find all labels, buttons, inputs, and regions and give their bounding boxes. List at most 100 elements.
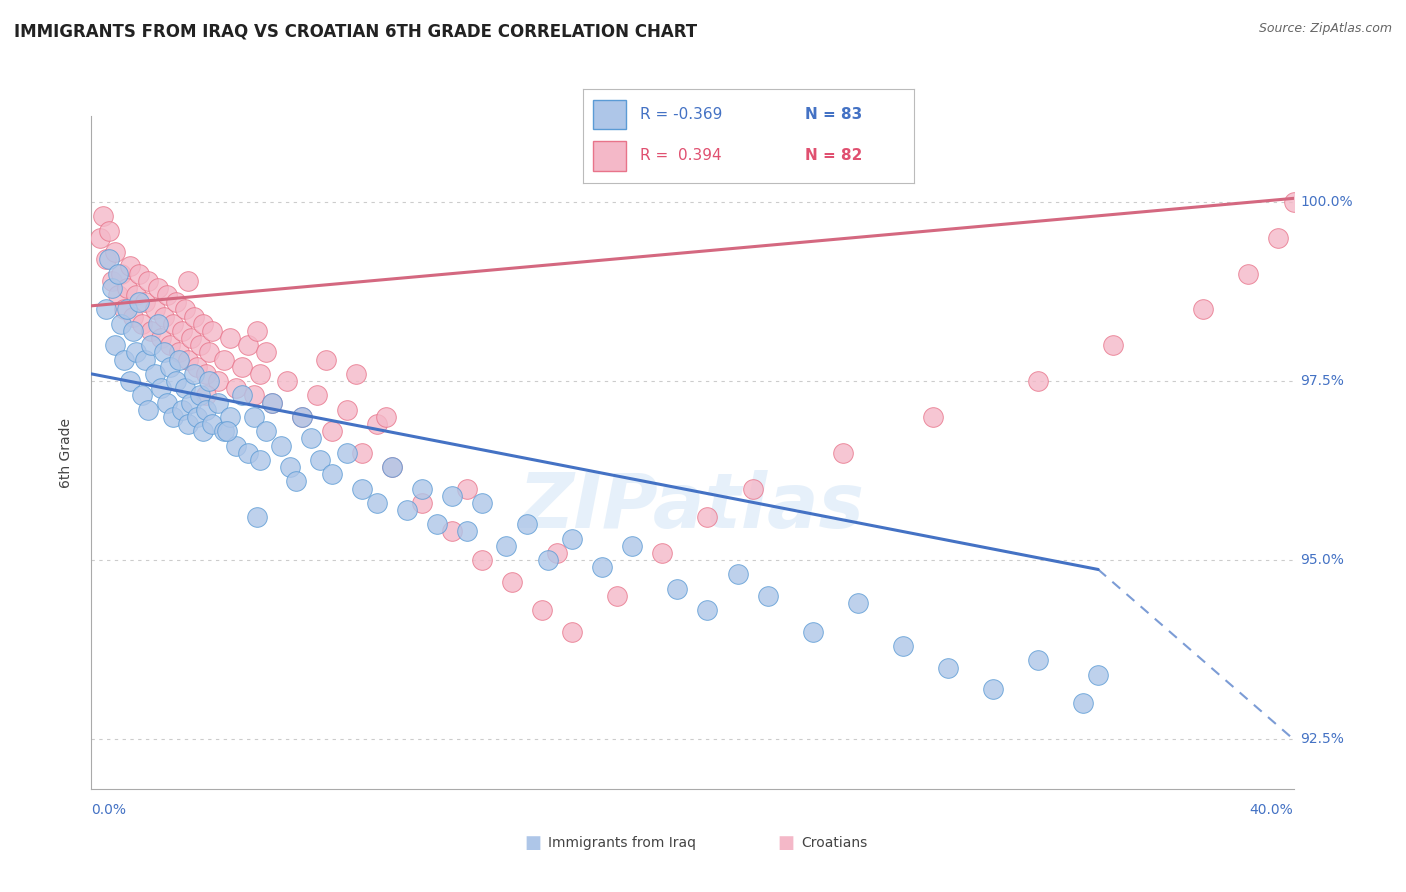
Point — [381, 460, 404, 475]
Point — [1026, 374, 1049, 388]
Point — [591, 560, 613, 574]
Text: Source: ZipAtlas.com: Source: ZipAtlas.com — [1258, 22, 1392, 36]
Point — [131, 388, 153, 402]
Point — [344, 367, 367, 381]
Point — [321, 424, 343, 438]
Point — [201, 417, 224, 431]
Text: 40.0%: 40.0% — [1250, 803, 1294, 817]
Point — [125, 288, 148, 302]
Point — [284, 475, 307, 489]
Point — [104, 245, 127, 260]
Point — [1071, 697, 1094, 711]
Point — [96, 302, 118, 317]
Point — [176, 352, 198, 367]
Point — [426, 517, 449, 532]
Point — [411, 496, 433, 510]
Point — [516, 517, 538, 532]
Point — [176, 417, 198, 431]
Point — [215, 424, 238, 438]
Point — [696, 510, 718, 524]
Point — [305, 388, 328, 402]
Point — [225, 438, 247, 452]
Point — [152, 310, 174, 324]
Point — [336, 402, 359, 417]
Point — [159, 338, 181, 352]
Point — [561, 532, 583, 546]
Point — [188, 388, 211, 402]
Point — [666, 582, 689, 596]
Point — [254, 345, 277, 359]
Text: ■: ■ — [778, 834, 794, 852]
Text: N = 83: N = 83 — [804, 107, 862, 122]
Point — [98, 252, 121, 267]
Point — [143, 367, 166, 381]
Point — [131, 317, 153, 331]
Point — [191, 424, 214, 438]
Text: ZIPatlas: ZIPatlas — [519, 469, 866, 543]
Point — [621, 539, 644, 553]
Point — [495, 539, 517, 553]
Point — [159, 359, 181, 374]
Point — [167, 345, 190, 359]
Point — [831, 445, 853, 459]
Point — [546, 546, 568, 560]
Point — [561, 624, 583, 639]
Point — [246, 510, 269, 524]
Point — [212, 352, 235, 367]
Point — [114, 352, 136, 367]
Point — [180, 331, 202, 345]
Point — [141, 338, 163, 352]
Point — [207, 374, 229, 388]
Point — [191, 317, 214, 331]
Point — [260, 395, 283, 409]
Point — [138, 402, 160, 417]
Text: N = 82: N = 82 — [804, 148, 862, 163]
Point — [651, 546, 673, 560]
Point — [350, 445, 373, 459]
Point — [167, 352, 190, 367]
Point — [183, 367, 205, 381]
Point — [276, 374, 298, 388]
Point — [299, 431, 322, 445]
Text: 100.0%: 100.0% — [1301, 195, 1353, 209]
Point — [98, 224, 121, 238]
Point — [231, 359, 253, 374]
Point — [374, 409, 396, 424]
Point — [249, 453, 271, 467]
Point — [1282, 194, 1305, 209]
Point — [110, 317, 132, 331]
Point — [122, 324, 145, 338]
Point — [696, 603, 718, 617]
Point — [1102, 338, 1125, 352]
Point — [149, 331, 172, 345]
Point — [134, 352, 156, 367]
Point — [201, 324, 224, 338]
Point — [270, 438, 292, 452]
Point — [1267, 231, 1289, 245]
Point — [194, 402, 217, 417]
Point — [891, 639, 914, 653]
Point — [107, 288, 129, 302]
Point — [120, 374, 142, 388]
Point — [146, 281, 169, 295]
Text: ■: ■ — [524, 834, 541, 852]
Point — [218, 331, 240, 345]
Point — [242, 409, 264, 424]
Point — [315, 352, 337, 367]
Point — [321, 467, 343, 482]
Point — [180, 395, 202, 409]
Point — [411, 482, 433, 496]
Point — [165, 374, 187, 388]
Point — [531, 603, 554, 617]
Point — [149, 381, 172, 395]
Point — [114, 302, 136, 317]
Point — [188, 338, 211, 352]
Point — [183, 310, 205, 324]
Point — [128, 267, 150, 281]
Text: Immigrants from Iraq: Immigrants from Iraq — [548, 836, 696, 850]
Point — [242, 388, 264, 402]
Point — [89, 231, 111, 245]
Point — [456, 482, 478, 496]
Point — [366, 417, 388, 431]
Point — [350, 482, 373, 496]
